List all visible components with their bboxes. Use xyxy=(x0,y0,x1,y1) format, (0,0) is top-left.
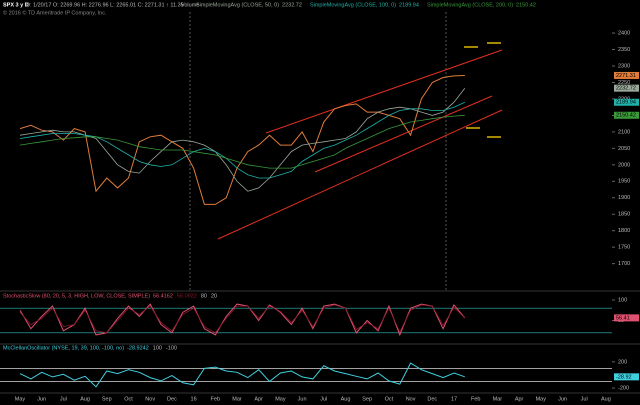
x-tick-label: Jun xyxy=(298,396,307,402)
x-tick-label: Apr xyxy=(254,396,263,402)
level-value: 20 xyxy=(211,293,217,299)
x-tick-label: Sep xyxy=(102,396,112,402)
x-tick-label: Mar xyxy=(493,396,503,402)
series-line xyxy=(19,304,466,334)
last-value-box xyxy=(614,111,639,119)
last-value-box xyxy=(614,84,639,92)
y-tick-label: 1850 xyxy=(618,212,630,218)
x-tick-label: Feb xyxy=(211,396,220,402)
y-tick-label: 1700 xyxy=(618,261,630,267)
volume-label: Volume xyxy=(181,2,199,8)
y-tick-label: 1900 xyxy=(618,195,630,201)
x-tick-label: Feb xyxy=(471,396,480,402)
x-tick-label: Jul xyxy=(320,396,327,402)
copyright: © 2016 © TD Ameritrade IP Company, Inc. xyxy=(3,9,107,16)
y-tick-label: 1800 xyxy=(618,228,630,234)
y-tick-label: 100 xyxy=(618,297,627,303)
series-line xyxy=(19,303,466,337)
indicator-value: 56.0922 xyxy=(177,293,197,299)
last-value-label: -28.92 xyxy=(616,374,632,380)
y-tick-label: 1950 xyxy=(618,179,630,185)
x-tick-label: May xyxy=(275,396,286,402)
series-line xyxy=(19,75,465,205)
indicator-value: -28.9242 xyxy=(127,345,149,351)
last-value-box xyxy=(614,314,639,322)
x-tick-label: 17 xyxy=(451,396,457,402)
indicator-name: SimpleMovingAvg (CLOSE, 50, 0) xyxy=(196,2,279,8)
x-tick-label: Jun xyxy=(37,396,46,402)
level-value: -100 xyxy=(166,345,177,351)
x-tick-label: Mar xyxy=(232,396,242,402)
indicator-value: 2150.42 xyxy=(516,2,536,8)
y-tick-label: 2250 xyxy=(618,80,630,86)
level-value: 100 xyxy=(153,345,162,351)
trend-line xyxy=(265,49,503,134)
y-tick-label: 2100 xyxy=(618,129,630,135)
x-tick-label: Oct xyxy=(124,396,133,402)
series-line xyxy=(19,87,466,192)
last-value-label: 2189.94 xyxy=(616,100,636,106)
indicator-value: 56.4162 xyxy=(153,293,173,299)
indicator-value: 2232.72 xyxy=(282,2,302,8)
y-tick-label: 2350 xyxy=(618,47,630,53)
x-tick-label: Nov xyxy=(145,396,155,402)
last-value-label: 2150.42 xyxy=(616,113,636,119)
x-tick-label: Aug xyxy=(341,396,351,402)
x-tick-label: Jul xyxy=(581,396,588,402)
last-value-label: 56.41 xyxy=(616,315,630,321)
last-value-box xyxy=(614,98,639,106)
x-tick-label: Dec xyxy=(427,396,437,402)
last-value-label: 2271.31 xyxy=(616,73,636,79)
y-tick-label: 1750 xyxy=(618,245,630,251)
x-tick-label: Jun xyxy=(558,396,567,402)
x-tick-label: Apr xyxy=(515,396,524,402)
trend-line xyxy=(217,109,503,240)
trend-line xyxy=(314,95,493,173)
y-tick-label: 2050 xyxy=(618,146,630,152)
level-value: 80 xyxy=(201,293,207,299)
y-tick-label: 2300 xyxy=(618,63,630,69)
x-tick-label: 16 xyxy=(191,396,197,402)
symbol: SPX 3 y D xyxy=(3,2,29,8)
x-tick-label: Nov xyxy=(406,396,416,402)
x-tick-label: Dec xyxy=(167,396,177,402)
y-tick-label: 2400 xyxy=(618,31,630,37)
series-line xyxy=(19,114,465,169)
x-tick-label: Jul xyxy=(60,396,67,402)
indicator-name: StochasticSlow (80, 20, 5, 3, HIGH, LOW,… xyxy=(3,293,150,299)
last-value-box xyxy=(614,373,639,381)
x-tick-label: Aug xyxy=(601,396,611,402)
indicator-value: 2189.94 xyxy=(399,2,419,8)
y-tick-label: -200 xyxy=(618,386,629,392)
last-value-box xyxy=(614,71,639,79)
x-tick-label: Oct xyxy=(385,396,394,402)
x-tick-label: Aug xyxy=(80,396,90,402)
indicator-name: SimpleMovingAvg (CLOSE, 100, 0) xyxy=(310,2,396,8)
series-line xyxy=(19,362,465,388)
y-tick-label: 2000 xyxy=(618,162,630,168)
quote: D: 1/20/17 O: 2269.96 H: 2276.96 L: 2265… xyxy=(26,2,184,8)
x-tick-label: May xyxy=(15,396,26,402)
y-tick-label: 200 xyxy=(618,359,627,365)
last-value-label: 2232.72 xyxy=(616,86,636,92)
x-tick-label: Sep xyxy=(362,396,372,402)
indicator-name: McClellanOscillator (NYSE, 19, 39, 100, … xyxy=(3,345,124,351)
indicator-name: SimpleMovingAvg (CLOSE, 200, 0) xyxy=(427,2,513,8)
x-tick-label: May xyxy=(536,396,547,402)
